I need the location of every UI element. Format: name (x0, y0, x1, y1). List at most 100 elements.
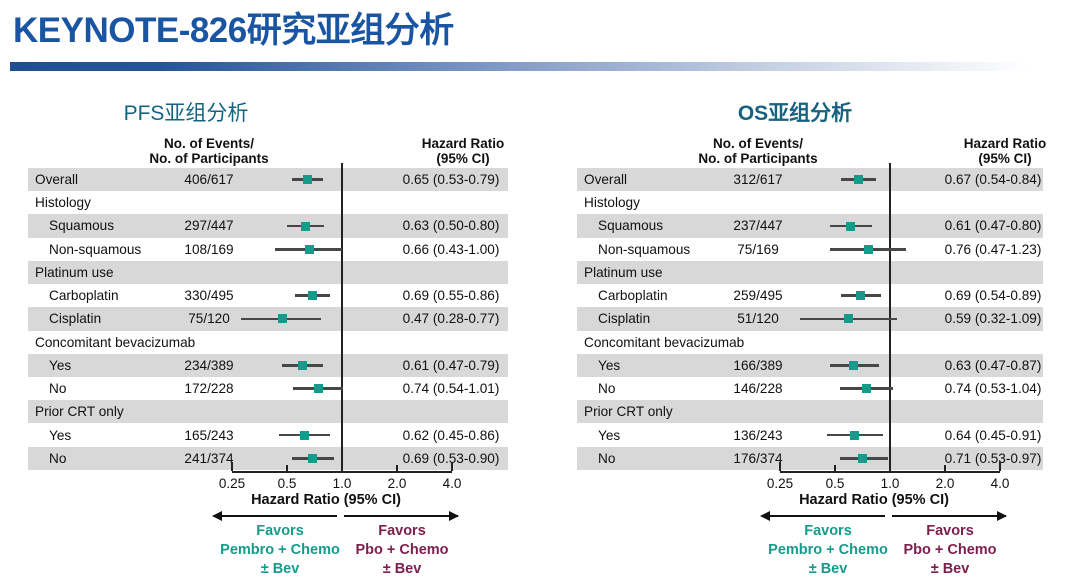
forest-marker (300, 221, 310, 231)
row-label: Prior CRT only (584, 404, 673, 420)
reference-line (341, 163, 343, 471)
forest-marker (308, 453, 318, 463)
row-hazard-ratio-value: 0.67 (0.54-0.84) (944, 172, 1042, 187)
events-column-header: No. of Events/No. of Participants (149, 136, 268, 166)
table-row: Concomitant bevacizumab (28, 331, 508, 354)
forest-marker (848, 360, 858, 370)
table-row: Non-squamous 75/169 0.76 (0.47-1.23) (577, 238, 1043, 261)
table-row: Squamous 237/447 0.61 (0.47-0.80) (577, 214, 1043, 238)
left-arrow-icon (212, 511, 222, 522)
row-hazard-ratio-value: 0.69 (0.55-0.86) (402, 288, 500, 304)
x-axis-tick (396, 465, 398, 471)
forest-marker (861, 384, 871, 394)
row-events-value: 259/495 (733, 288, 783, 304)
page-title: KEYNOTE-826研究亚组分析 (13, 11, 454, 50)
table-row: Overall 312/617 0.67 (0.54-0.84) (577, 168, 1043, 192)
row-label: Overall (35, 172, 79, 187)
row-events-value: 176/374 (733, 450, 783, 466)
x-axis-title: Hazard Ratio (95% CI) (799, 492, 949, 508)
hazard-ratio-column-header: Hazard Ratio (95% CI) (421, 136, 505, 166)
right-arrow-icon (449, 511, 459, 522)
row-label: Overall (584, 172, 628, 187)
table-row: Overall 406/617 0.65 (0.53-0.79) (28, 168, 508, 192)
table-row: Platinum use (28, 260, 508, 285)
forest-marker (298, 360, 308, 370)
row-events-value: 406/617 (184, 172, 234, 187)
row-label: Non-squamous (49, 241, 142, 257)
row-label: Yes (598, 357, 621, 373)
row-hazard-ratio-value: 0.64 (0.45-0.91) (944, 427, 1042, 443)
row-hazard-ratio-value: 0.62 (0.45-0.86) (402, 427, 500, 443)
x-axis-tick-label: 0.25 (766, 476, 794, 491)
x-axis-tick-label: 4.0 (990, 476, 1010, 491)
row-events-value: 75/120 (188, 311, 230, 327)
row-label: Platinum use (584, 264, 663, 280)
hazard-ratio-column-header-line: Hazard Ratio (963, 136, 1047, 151)
table-row: Carboplatin 259/495 0.69 (0.54-0.89) (577, 284, 1043, 307)
x-axis-tick-label: 2.0 (387, 476, 407, 491)
x-axis-tick (779, 462, 781, 471)
favors-right-line: Pbo + Chemo (355, 542, 449, 558)
table-row: Platinum use (577, 260, 1043, 285)
row-hazard-ratio-value: 0.71 (0.53-0.97) (944, 450, 1042, 466)
row-hazard-ratio-value: 0.76 (0.47-1.23) (944, 241, 1042, 257)
row-label: Carboplatin (49, 288, 119, 304)
favors-left-arrow-line (215, 515, 337, 518)
x-axis-line (780, 471, 1000, 473)
row-events-value: 234/389 (184, 357, 234, 373)
x-axis-tick (999, 462, 1001, 471)
hazard-ratio-column-header-line: Hazard Ratio (421, 136, 505, 151)
table-row: Concomitant bevacizumab (577, 331, 1043, 354)
favors-right-line: Favors (926, 523, 974, 539)
row-label: No (598, 381, 616, 397)
x-axis-tick (451, 462, 453, 471)
hazard-ratio-column-header-line: (95% CI) (978, 150, 1032, 166)
events-column-header-line: No. of Events/ (163, 136, 255, 151)
row-events-value: 172/228 (184, 381, 234, 397)
row-events-value: 136/243 (733, 427, 783, 443)
row-label: Yes (49, 427, 72, 443)
row-label: Concomitant bevacizumab (584, 334, 745, 350)
forest-marker (299, 430, 309, 440)
favors-left-arrow-line (763, 515, 885, 518)
row-hazard-ratio-value: 0.74 (0.54-1.01) (402, 381, 500, 397)
pfs-panel-heading: PFS亚组分析 (123, 102, 249, 125)
hazard-ratio-column-header-line: (95% CI) (436, 150, 490, 166)
x-axis-tick (834, 465, 836, 471)
events-column-header: No. of Events/No. of Participants (698, 136, 818, 166)
favors-left-line: Pembro + Chemo (220, 542, 340, 558)
row-events-value: 241/374 (184, 450, 234, 466)
table-row: Yes 234/389 0.61 (0.47-0.79) (28, 353, 508, 378)
favors-right-label: Favors Pbo + Chemo ± Bev (903, 522, 996, 579)
forest-marker (856, 291, 866, 301)
favors-right-label: Favors Pbo + Chemo ± Bev (355, 522, 448, 579)
table-row: Yes 136/243 0.64 (0.45-0.91) (577, 424, 1043, 447)
row-events-value: 146/228 (733, 381, 783, 397)
x-axis-tick-label: 1.0 (332, 476, 352, 491)
row-hazard-ratio-value: 0.66 (0.43-1.00) (402, 241, 500, 257)
favors-left-label: Favors Pembro + Chemo ± Bev (220, 522, 340, 579)
row-hazard-ratio-value: 0.69 (0.54-0.89) (944, 288, 1042, 304)
row-events-value: 312/617 (733, 172, 783, 187)
favors-left-line: Pembro + Chemo (768, 542, 888, 558)
forest-marker (853, 175, 863, 185)
favors-right-arrow-line (344, 515, 458, 518)
title-divider-bar (10, 62, 1072, 71)
os-panel-heading: OS亚组分析 (737, 102, 853, 125)
favors-right-line: Favors (378, 523, 426, 539)
x-axis-tick-label: 2.0 (935, 476, 955, 491)
row-events-value: 108/169 (184, 241, 234, 257)
table-row: No 146/228 0.74 (0.53-1.04) (577, 377, 1043, 400)
forest-marker (303, 175, 313, 185)
events-column-header-line: No. of Participants (698, 150, 818, 166)
x-axis-tick-label: 0.5 (277, 476, 297, 491)
x-axis-tick-label: 1.0 (880, 476, 900, 491)
x-axis-tick (889, 465, 891, 471)
table-row: Carboplatin 330/495 0.69 (0.55-0.86) (28, 284, 508, 307)
row-hazard-ratio-value: 0.65 (0.53-0.79) (402, 172, 500, 187)
table-row: Histology (28, 191, 508, 214)
row-hazard-ratio-value: 0.63 (0.50-0.80) (402, 218, 500, 234)
row-hazard-ratio-value: 0.61 (0.47-0.80) (944, 218, 1042, 234)
row-label: Cisplatin (598, 311, 651, 327)
forest-marker (843, 314, 853, 324)
